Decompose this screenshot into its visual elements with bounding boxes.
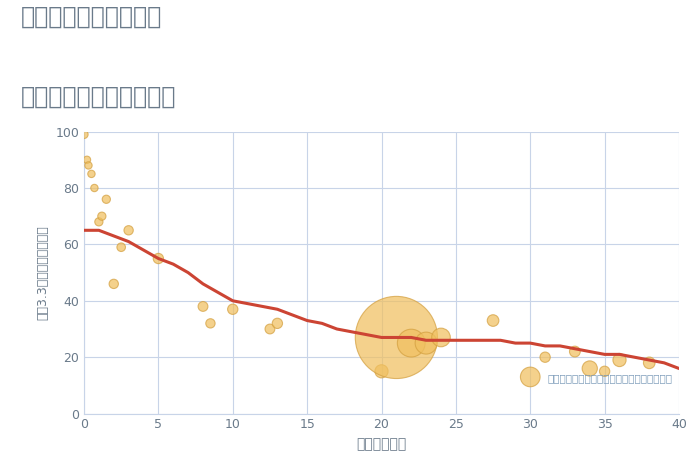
Point xyxy=(265,325,276,333)
Point xyxy=(197,303,209,310)
Point xyxy=(123,227,134,234)
Text: 築年数別中古戸建て価格: 築年数別中古戸建て価格 xyxy=(21,85,176,109)
Point xyxy=(108,280,119,288)
X-axis label: 築年数（年）: 築年数（年） xyxy=(356,437,407,451)
Point xyxy=(644,359,655,367)
Point xyxy=(406,339,417,347)
Text: 円の大きさは、取引のあった物件面積を示す: 円の大きさは、取引のあった物件面積を示す xyxy=(547,373,672,383)
Point xyxy=(540,353,551,361)
Point xyxy=(205,320,216,327)
Text: 岐阜県大垣市御殿町の: 岐阜県大垣市御殿町の xyxy=(21,5,162,29)
Point xyxy=(89,184,100,192)
Point xyxy=(487,317,498,324)
Y-axis label: 坪（3.3㎡）単価（万円）: 坪（3.3㎡）単価（万円） xyxy=(36,225,50,320)
Point xyxy=(376,368,387,375)
Point xyxy=(78,131,90,138)
Point xyxy=(81,156,92,164)
Point xyxy=(96,212,108,220)
Point xyxy=(153,255,164,262)
Point xyxy=(525,373,536,381)
Point xyxy=(83,162,94,169)
Point xyxy=(86,170,97,178)
Point xyxy=(227,306,238,313)
Point xyxy=(421,339,432,347)
Point xyxy=(569,348,580,355)
Point xyxy=(116,243,127,251)
Point xyxy=(272,320,283,327)
Point xyxy=(93,218,104,226)
Point xyxy=(599,368,610,375)
Point xyxy=(584,365,595,372)
Point xyxy=(614,356,625,364)
Point xyxy=(101,196,112,203)
Point xyxy=(391,334,402,341)
Point xyxy=(435,334,447,341)
